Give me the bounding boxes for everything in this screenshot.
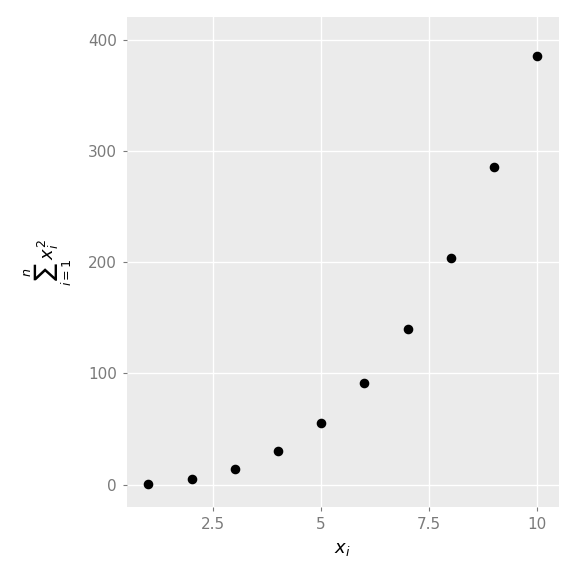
Point xyxy=(446,253,455,262)
Point xyxy=(317,419,326,428)
Point xyxy=(187,475,196,484)
X-axis label: $x_i$: $x_i$ xyxy=(335,540,351,558)
Point xyxy=(359,379,369,388)
Point xyxy=(489,163,498,172)
Point xyxy=(403,324,412,334)
Point xyxy=(143,479,153,488)
Point xyxy=(273,446,282,456)
Point xyxy=(230,464,240,473)
Y-axis label: $\sum_{i=1}^{n} x_i^2$: $\sum_{i=1}^{n} x_i^2$ xyxy=(22,238,74,286)
Point xyxy=(532,52,541,61)
